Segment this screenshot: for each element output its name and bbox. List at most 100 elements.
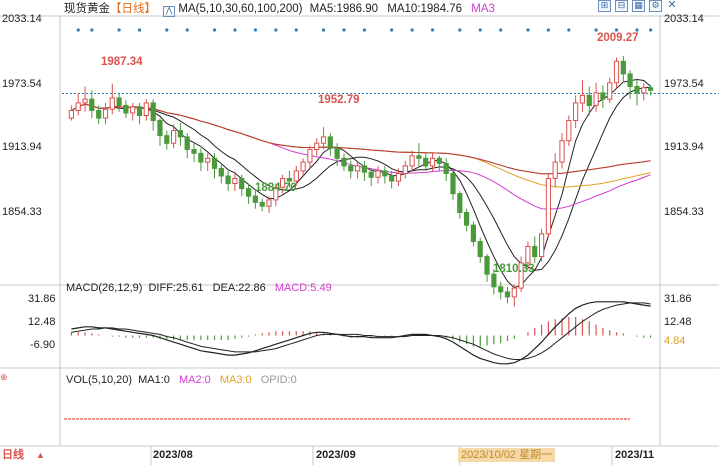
candle-up	[566, 120, 572, 142]
vol-params: VOL(5,10,20)	[66, 374, 133, 386]
price-axis-right-tick: 1913.94	[664, 141, 704, 153]
candle-up	[518, 262, 524, 289]
signal-dot	[458, 28, 462, 32]
crosshair-icon[interactable]: ⊕	[0, 372, 8, 382]
price-axis-left-tick: 1854.33	[2, 206, 42, 218]
candle-down	[252, 195, 259, 203]
candle-down	[470, 224, 476, 243]
signal-dot	[185, 28, 189, 32]
signal-dot	[294, 28, 298, 32]
candle-down	[96, 110, 102, 119]
vol-ma2: MA2:0	[178, 374, 211, 386]
macd-axis-right-tick: 12.48	[664, 316, 692, 328]
high-annotation: 1987.34	[101, 56, 143, 68]
price-axis-right-tick: 1854.33	[664, 206, 704, 218]
signal-dot	[253, 28, 257, 32]
period-button[interactable]: 日线	[2, 449, 24, 461]
candle-up	[109, 97, 115, 110]
close-icon[interactable]: ✕	[667, 0, 677, 11]
candle-up	[171, 130, 177, 144]
candle-down	[423, 157, 429, 167]
ma5-value: MA5:1986.90	[309, 3, 379, 15]
signal-dot	[362, 28, 367, 32]
candle-up	[593, 92, 599, 106]
ma-params-label: MA(5,10,30,60,100,200)	[178, 3, 303, 15]
signal-dot	[478, 28, 482, 32]
candle-down	[341, 157, 347, 167]
price-axis-left-tick: 2033.14	[2, 13, 42, 25]
candle-down	[246, 188, 252, 197]
macd-axis-right-tick: 31.86	[664, 293, 692, 305]
candle-up	[143, 102, 149, 117]
grid-icon[interactable]: ▦	[632, 0, 645, 12]
candle-down	[89, 98, 95, 111]
candle-down	[177, 130, 184, 138]
candle-down	[491, 273, 497, 288]
candle-down	[211, 157, 218, 169]
candle-up	[232, 178, 238, 184]
candle-down	[586, 94, 592, 107]
candle-down	[436, 157, 442, 164]
signal-dot	[614, 28, 619, 32]
candle-down	[150, 102, 156, 122]
candle-up	[102, 108, 109, 119]
candle-up	[429, 157, 436, 167]
candle-up	[293, 170, 299, 182]
macd-dea-line	[71, 302, 651, 360]
candle-up	[552, 161, 558, 180]
candle-down	[648, 87, 654, 91]
vol-ma3: MA3:0	[219, 374, 252, 386]
signal-dot	[342, 28, 346, 32]
volume-legend: VOL(5,10,20) MA1:0 MA2:0 MA3:0 OPID:0	[66, 374, 297, 387]
candle-down	[116, 97, 122, 107]
candle-up	[320, 136, 327, 144]
macd-params: MACD(26,12,9)	[66, 282, 143, 294]
ma3-label: MA3	[471, 3, 495, 15]
high-annotation: 1952.79	[318, 94, 360, 106]
candle-up	[539, 233, 545, 258]
zoom-out-icon[interactable]: ⊟	[615, 0, 628, 12]
signal-dot	[137, 28, 142, 32]
candle-down	[198, 152, 204, 163]
candle-up	[559, 140, 565, 163]
signal-dot	[90, 28, 94, 32]
signal-dot	[321, 28, 326, 32]
ma10-value: MA10:1984.76	[387, 3, 463, 15]
candle-down	[136, 106, 143, 116]
signal-dot	[526, 28, 530, 32]
candle-down	[389, 175, 395, 182]
ma-legend-icon[interactable]: ⋀	[163, 6, 176, 17]
candle-down	[239, 178, 245, 190]
signal-dot	[76, 28, 80, 32]
signal-dots	[76, 28, 653, 32]
candle-up	[314, 142, 320, 150]
signal-dot	[410, 28, 414, 32]
zoom-in-icon[interactable]: ⊞	[598, 0, 611, 12]
signal-dot	[546, 28, 550, 32]
settings-icon[interactable]: ⚙	[649, 0, 662, 12]
candle-up	[402, 165, 408, 174]
signal-dot	[594, 28, 598, 32]
signal-dot	[165, 28, 169, 32]
vol-ma1: MA1:0	[138, 374, 170, 386]
macd-series	[70, 301, 652, 365]
period-tag[interactable]: 【日线】	[110, 3, 156, 15]
period-dropdown-icon[interactable]: ▲	[36, 450, 45, 460]
candle-down	[361, 165, 367, 173]
candle-up	[607, 82, 613, 100]
price-axis-left-tick: 1913.94	[2, 141, 42, 153]
chart-grid	[0, 15, 719, 465]
candle-down	[457, 193, 463, 214]
candle-down	[477, 241, 483, 258]
candle-down	[123, 104, 129, 114]
candle-up	[641, 87, 647, 94]
signal-dot	[212, 28, 217, 32]
candle-up	[395, 173, 402, 182]
candle-up	[511, 287, 517, 298]
macd-axis-right-current: 4.84	[664, 335, 686, 347]
candle-up	[573, 102, 579, 122]
candle-up	[68, 110, 75, 119]
candle-up	[205, 157, 211, 163]
candle-down	[218, 167, 224, 177]
